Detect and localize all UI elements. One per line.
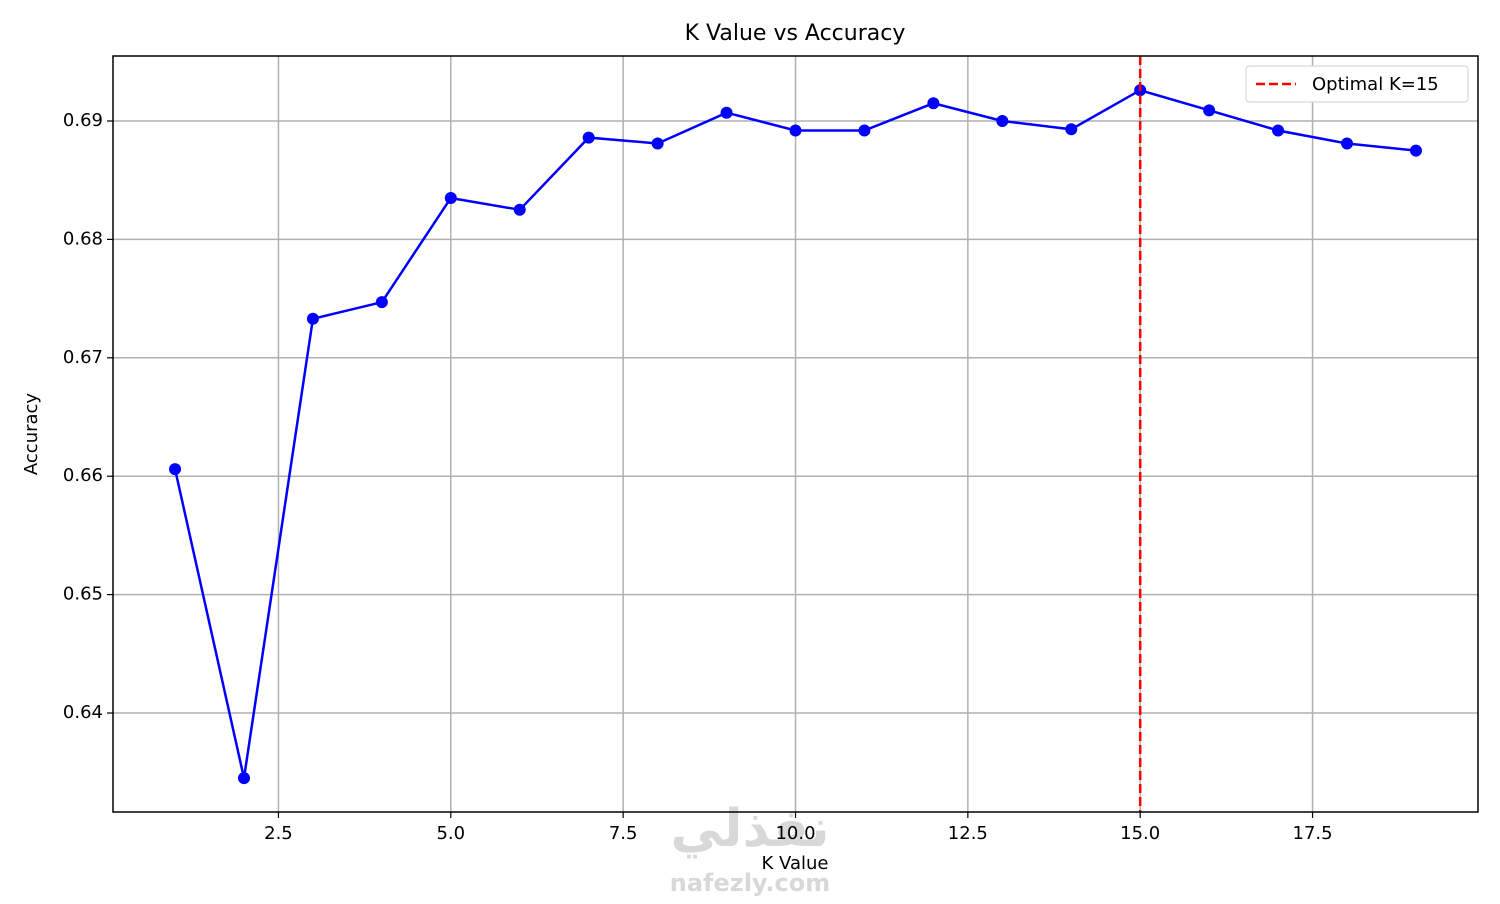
y-tick-label: 0.67	[63, 347, 103, 368]
point	[858, 124, 871, 137]
point	[1203, 104, 1216, 117]
point	[1065, 123, 1078, 136]
chart-title: K Value vs Accuracy	[685, 21, 906, 46]
x-tick-label: 7.5	[609, 823, 638, 844]
y-tick-label: 0.64	[63, 702, 103, 723]
point	[996, 115, 1009, 128]
x-tick-label: 5.0	[436, 823, 465, 844]
legend-label: Optimal K=15	[1312, 74, 1439, 95]
y-tick-label: 0.66	[63, 465, 103, 486]
point	[582, 131, 595, 144]
point	[169, 463, 182, 476]
point	[513, 203, 526, 216]
legend-box	[1245, 65, 1469, 103]
x-tick-label: 17.5	[1293, 823, 1333, 844]
point	[306, 312, 319, 325]
point	[789, 124, 802, 137]
point	[1272, 124, 1285, 137]
watermark: nafezly.com	[670, 869, 830, 897]
point	[237, 772, 250, 785]
x-tick-label: 10.0	[775, 823, 815, 844]
y-tick-label: 0.65	[63, 584, 103, 605]
point	[1409, 144, 1422, 157]
x-tick-label: 12.5	[948, 823, 988, 844]
point	[1341, 137, 1354, 150]
plot-frame	[112, 55, 1479, 813]
point	[444, 191, 457, 204]
y-tick-label: 0.69	[63, 110, 103, 131]
y-tick-label: 0.68	[63, 228, 103, 249]
point	[375, 296, 388, 309]
x-tick-label: 15.0	[1120, 823, 1160, 844]
y-axis-label: Accuracy	[21, 393, 42, 476]
point	[720, 106, 733, 119]
x-tick-label: 2.5	[264, 823, 293, 844]
point	[651, 137, 664, 150]
point	[927, 97, 940, 110]
watermark: نفذلي	[670, 799, 829, 859]
x-axis-label: K Value	[762, 853, 829, 874]
